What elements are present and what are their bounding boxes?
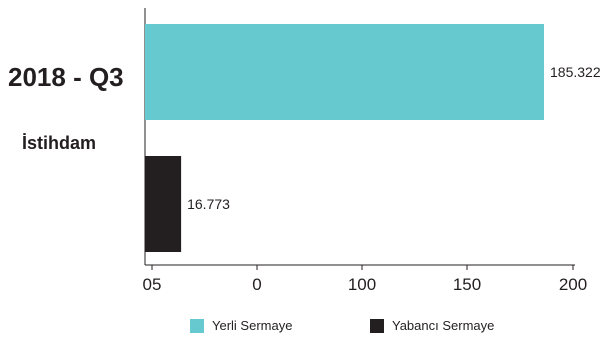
legend-label-yerli: Yerli Sermaye <box>212 318 293 333</box>
x-tick-label: 100 <box>348 275 376 294</box>
legend-item-yerli-sermaye: Yerli Sermaye <box>190 318 292 333</box>
x-tick-label: 150 <box>453 275 481 294</box>
bar-yabanci-sermaye <box>145 156 182 252</box>
chart-subtitle: İstihdam <box>22 133 97 153</box>
data-label-yabanci-sermaye: 16.773 <box>187 196 230 212</box>
legend-label-yabanci: Yabancı Sermaye <box>392 318 495 333</box>
legend-swatch-yerli <box>190 318 204 333</box>
x-axis-ticks: 05 0 100 150 200 <box>143 265 587 294</box>
data-label-yerli-sermaye: 185.322 <box>550 64 601 80</box>
bar-yerli-sermaye <box>145 24 544 120</box>
x-tick-label: 0 <box>252 275 261 294</box>
x-tick-label: 05 <box>143 275 162 294</box>
legend-swatch-yabanci <box>370 318 384 333</box>
category-label: 2018 - Q3 <box>8 62 124 92</box>
legend-item-yabanci-sermaye: Yabancı Sermaye <box>370 318 494 333</box>
x-tick-label: 200 <box>559 275 587 294</box>
